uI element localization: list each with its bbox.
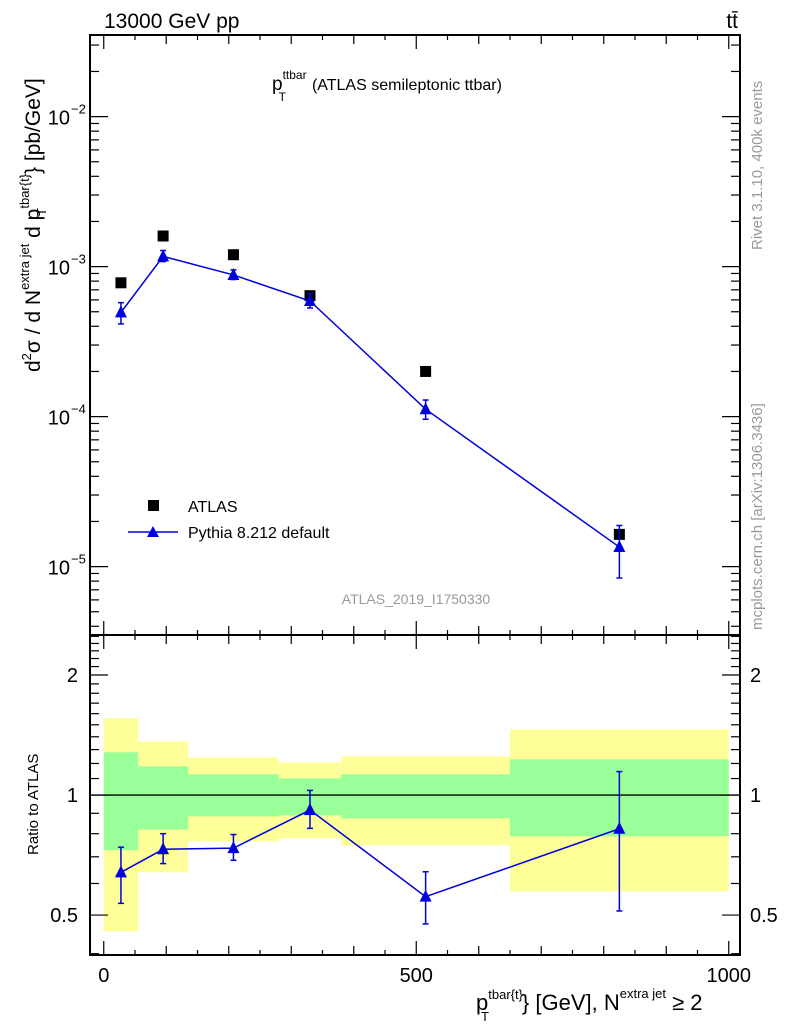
legend-pythia-marker bbox=[147, 526, 159, 537]
rivet-info: Rivet 3.1.10, 400k events bbox=[749, 81, 766, 250]
green-band-bin bbox=[341, 774, 510, 819]
atlas-data-point bbox=[420, 365, 432, 377]
pythia-data-point bbox=[114, 305, 127, 318]
header-left: 13000 GeV pp bbox=[104, 10, 239, 33]
y-tick-label: 10 bbox=[48, 408, 70, 430]
analysis-id: ATLAS_2019_I1750330 bbox=[342, 591, 491, 607]
ratio-y-axis-label: Ratio to ATLAS bbox=[25, 754, 42, 855]
ratio-y-tick-label-right: 1 bbox=[750, 785, 761, 807]
ratio-y-tick-label-right: 2 bbox=[750, 665, 761, 687]
pythia-data-point bbox=[157, 249, 170, 262]
x-axis-label: ptbar{t} T} [GeV], Nextra jet ≥ 2 bbox=[476, 986, 703, 1024]
ratio-y-tick-label: 0.5 bbox=[50, 905, 78, 927]
atlas-data-point bbox=[157, 230, 169, 242]
pythia-data-point bbox=[227, 267, 240, 280]
x-tick-label: 0 bbox=[98, 965, 109, 987]
y-tick-exponent: −2 bbox=[71, 102, 86, 117]
pythia-data-point bbox=[419, 402, 432, 415]
pythia-data-point bbox=[304, 293, 316, 306]
legend: ATLAS Pythia 8.212 default bbox=[128, 499, 330, 542]
ratio-y-tick-label: 2 bbox=[67, 665, 78, 687]
x-tick-label: 1000 bbox=[707, 965, 752, 987]
ratio-panel: 0 500 1000 0.5 0.5 1 1 2 2 bbox=[50, 634, 778, 987]
atlas-data-point bbox=[227, 249, 239, 261]
y-axis-label: d2σ / d Nextra jet d ptbar{t}T} [pb/GeV] bbox=[17, 78, 49, 372]
x-tick-label: 500 bbox=[400, 965, 433, 987]
mcplots-info: mcplots.cern.ch [arXiv:1306.3436] bbox=[749, 403, 766, 630]
ratio-pythia-line bbox=[120, 809, 620, 898]
green-band-bin bbox=[103, 752, 139, 851]
ratio-pythia-point bbox=[304, 803, 316, 816]
ratio-y-tick-label-right: 0.5 bbox=[750, 905, 778, 927]
header-right: tt̄ bbox=[726, 10, 738, 33]
main-frame bbox=[89, 34, 741, 636]
pythia-line bbox=[120, 255, 620, 548]
y-tick-label: 10 bbox=[48, 108, 70, 130]
legend-atlas-label: ATLAS bbox=[188, 499, 238, 516]
ratio-pythia-point bbox=[613, 821, 626, 834]
pythia-data-point bbox=[613, 540, 626, 553]
y-tick-label: 10 bbox=[48, 558, 70, 580]
legend-pythia-label: Pythia 8.212 default bbox=[188, 525, 330, 542]
y-tick-label: 10 bbox=[48, 258, 70, 280]
ratio-y-tick-label: 1 bbox=[67, 785, 78, 807]
atlas-data-point bbox=[115, 277, 127, 289]
chart-title: pttbar T(ATLAS semileptonic ttbar) bbox=[272, 68, 502, 104]
y-tick-exponent: −5 bbox=[71, 552, 86, 567]
ratio-pythia-point bbox=[419, 889, 432, 902]
y-tick-exponent: −4 bbox=[71, 402, 86, 417]
ratio-pythia-point bbox=[114, 865, 127, 878]
y-tick-exponent: −3 bbox=[71, 252, 86, 267]
ratio-pythia-point bbox=[227, 841, 240, 854]
green-band-bin bbox=[138, 766, 189, 830]
legend-atlas-marker bbox=[148, 500, 159, 511]
ratio-pythia-point bbox=[157, 842, 170, 855]
